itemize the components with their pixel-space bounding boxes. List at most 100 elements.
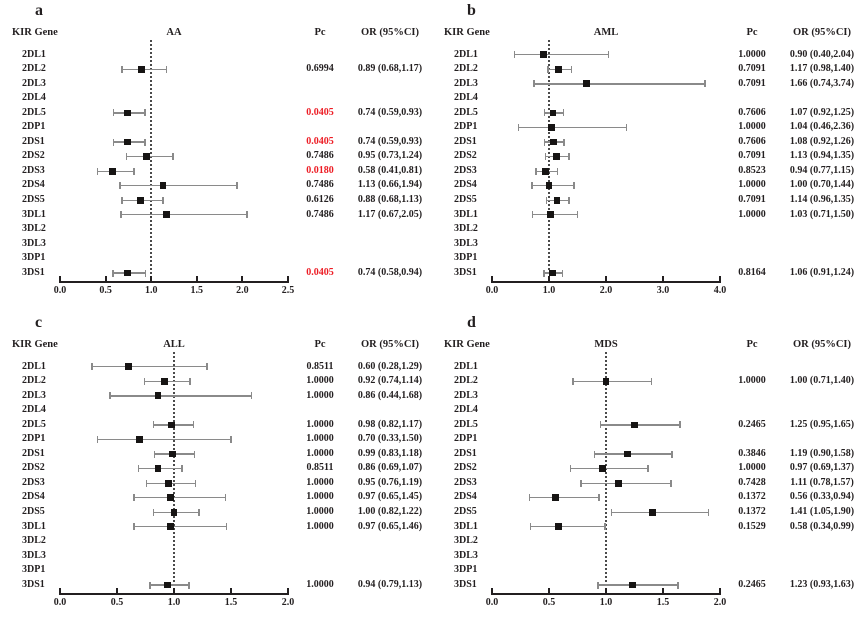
or-point-marker <box>143 153 151 161</box>
x-axis-tick-label: 3.0 <box>656 285 670 296</box>
or-ci-value: 0.86 (0.44,1.68) <box>357 389 423 401</box>
or-ci-value: 0.98 (0.82,1.17) <box>357 418 423 430</box>
ci-line <box>611 511 709 513</box>
or-ci-value: 1.04 (0.46,2.36) <box>789 121 855 133</box>
gene-label: 2DS4 <box>454 179 477 191</box>
ci-line <box>529 497 600 499</box>
or-ci-value: 0.97 (0.69,1.37) <box>789 462 855 474</box>
or-point-marker <box>552 494 560 502</box>
forest-row: 2DL4 <box>0 403 432 418</box>
gene-label: 3DL2 <box>454 223 478 235</box>
x-axis-tick <box>718 275 722 281</box>
pc-value: 1.0000 <box>306 578 334 590</box>
x-axis-tick <box>58 275 62 281</box>
forest-row: 2DS5 0.1372 1.41 (1.05,1.90) <box>432 505 864 520</box>
or-ci-value: 1.08 (0.92,1.26) <box>789 135 855 147</box>
plot-area: 2DL1 0.8511 0.60 (0.28,1.29) 2DL2 1.0000 0.92… <box>0 312 432 624</box>
ci-cap-right <box>230 436 232 444</box>
ci-cap-left <box>137 465 140 473</box>
gene-label: 3DL1 <box>454 520 478 532</box>
ci-cap-right <box>225 523 228 531</box>
or-ci-value: 0.97 (0.65,1.46) <box>357 520 423 532</box>
ci-cap-left <box>580 479 582 487</box>
gene-label: 2DS5 <box>454 506 477 517</box>
ci-cap-left <box>121 65 123 73</box>
forest-row: 3DL3 <box>0 237 432 252</box>
forest-row: 2DS3 0.8523 0.94 (0.77,1.15) <box>432 164 864 179</box>
gene-label: 3DS1 <box>454 578 477 590</box>
ci-line <box>532 214 578 216</box>
pc-value: 1.0000 <box>306 491 334 503</box>
ci-line <box>121 214 247 216</box>
ci-cap-left <box>152 508 155 516</box>
ci-cap-left <box>119 182 121 190</box>
ci-cap-left <box>153 450 156 458</box>
x-axis-tick-label: 1.5 <box>224 597 238 608</box>
ci-cap-left <box>514 51 516 59</box>
or-point-marker <box>549 269 556 277</box>
pc-value: 1.0000 <box>306 506 334 517</box>
or-ci-value: 0.56 (0.33,0.94) <box>789 491 855 503</box>
ci-line <box>110 395 252 397</box>
x-axis-tick-label: 0.0 <box>53 285 67 296</box>
ci-cap-left <box>91 363 93 371</box>
gene-label: 2DL2 <box>454 63 478 75</box>
ci-cap-right <box>568 196 570 204</box>
forest-row: 3DS1 0.8164 1.06 (0.91,1.24) <box>432 266 864 281</box>
pc-value: 0.1372 <box>738 506 766 517</box>
forest-row: 2DP1 1.0000 1.04 (0.46,2.36) <box>432 120 864 135</box>
gene-label: 3DL3 <box>22 237 46 249</box>
forest-row: 2DS1 1.0000 0.99 (0.83,1.18) <box>0 447 432 462</box>
pc-value: 1.0000 <box>306 520 334 532</box>
or-point-marker <box>167 494 174 502</box>
x-axis-line <box>59 593 289 596</box>
forest-row: 3DL3 <box>0 549 432 564</box>
panel-c-all: c KIR Gene ALL Pc OR (95%CI) 2DL1 0.8511 0… <box>0 312 432 624</box>
pc-value: 0.7091 <box>738 77 766 89</box>
or-point-marker <box>169 450 177 458</box>
forest-row: 2DS3 0.0180 0.58 (0.41,0.81) <box>0 164 432 179</box>
x-axis-tick <box>718 587 722 593</box>
forest-row: 2DS1 0.7606 1.08 (0.92,1.26) <box>432 135 864 150</box>
or-ci-value: 0.95 (0.73,1.24) <box>357 150 423 162</box>
forest-row: 3DS1 1.0000 0.94 (0.79,1.13) <box>0 578 432 593</box>
or-ci-value: 1.14 (0.96,1.35) <box>789 194 855 205</box>
or-point-marker <box>547 124 555 131</box>
gene-label: 2DL1 <box>454 360 478 372</box>
x-axis-tick-label: 0.5 <box>99 285 112 296</box>
forest-row: 3DL2 <box>0 222 432 237</box>
ci-cap-right <box>671 450 673 458</box>
gene-label: 2DS3 <box>22 476 45 488</box>
gene-label: 3DP1 <box>454 564 478 576</box>
pc-value: 0.7428 <box>738 476 766 488</box>
or-column-header: OR (95%CI) <box>360 339 420 350</box>
ci-cap-right <box>144 138 146 146</box>
x-axis-tick-label: 1.5 <box>190 285 204 296</box>
forest-row: 2DS4 1.0000 0.97 (0.65,1.45) <box>0 490 432 505</box>
or-point-marker <box>549 109 557 117</box>
or-point-marker <box>599 465 606 473</box>
x-axis-tick-label: 0.5 <box>542 597 556 608</box>
or-ci-value: 1.17 (0.67,2.05) <box>357 208 423 220</box>
forest-row: 2DS3 1.0000 0.95 (0.76,1.19) <box>0 476 432 491</box>
or-ci-value: 1.07 (0.92,1.25) <box>789 106 855 118</box>
ci-cap-right <box>568 153 570 161</box>
forest-row: 2DP1 1.0000 0.70 (0.33,1.50) <box>0 432 432 447</box>
ci-line <box>518 126 627 129</box>
forest-row: 3DP1 <box>432 563 864 578</box>
gene-label: 2DL4 <box>454 404 478 416</box>
pc-value: 0.1372 <box>738 491 766 503</box>
ci-cap-right <box>670 479 672 487</box>
ci-cap-right <box>144 109 146 117</box>
x-axis-tick <box>547 275 551 281</box>
pc-value: 0.7486 <box>306 150 334 162</box>
ci-cap-left <box>152 421 155 429</box>
ci-cap-left <box>517 124 519 132</box>
ci-cap-right <box>704 80 706 88</box>
panel-letter: d <box>467 314 476 331</box>
pc-value: 1.0000 <box>738 48 766 60</box>
or-ci-value: 0.89 (0.68,1.17) <box>357 63 423 75</box>
ci-cap-left <box>535 167 537 175</box>
gene-label: 3DL2 <box>22 223 46 235</box>
pc-value: 1.0000 <box>738 179 766 191</box>
